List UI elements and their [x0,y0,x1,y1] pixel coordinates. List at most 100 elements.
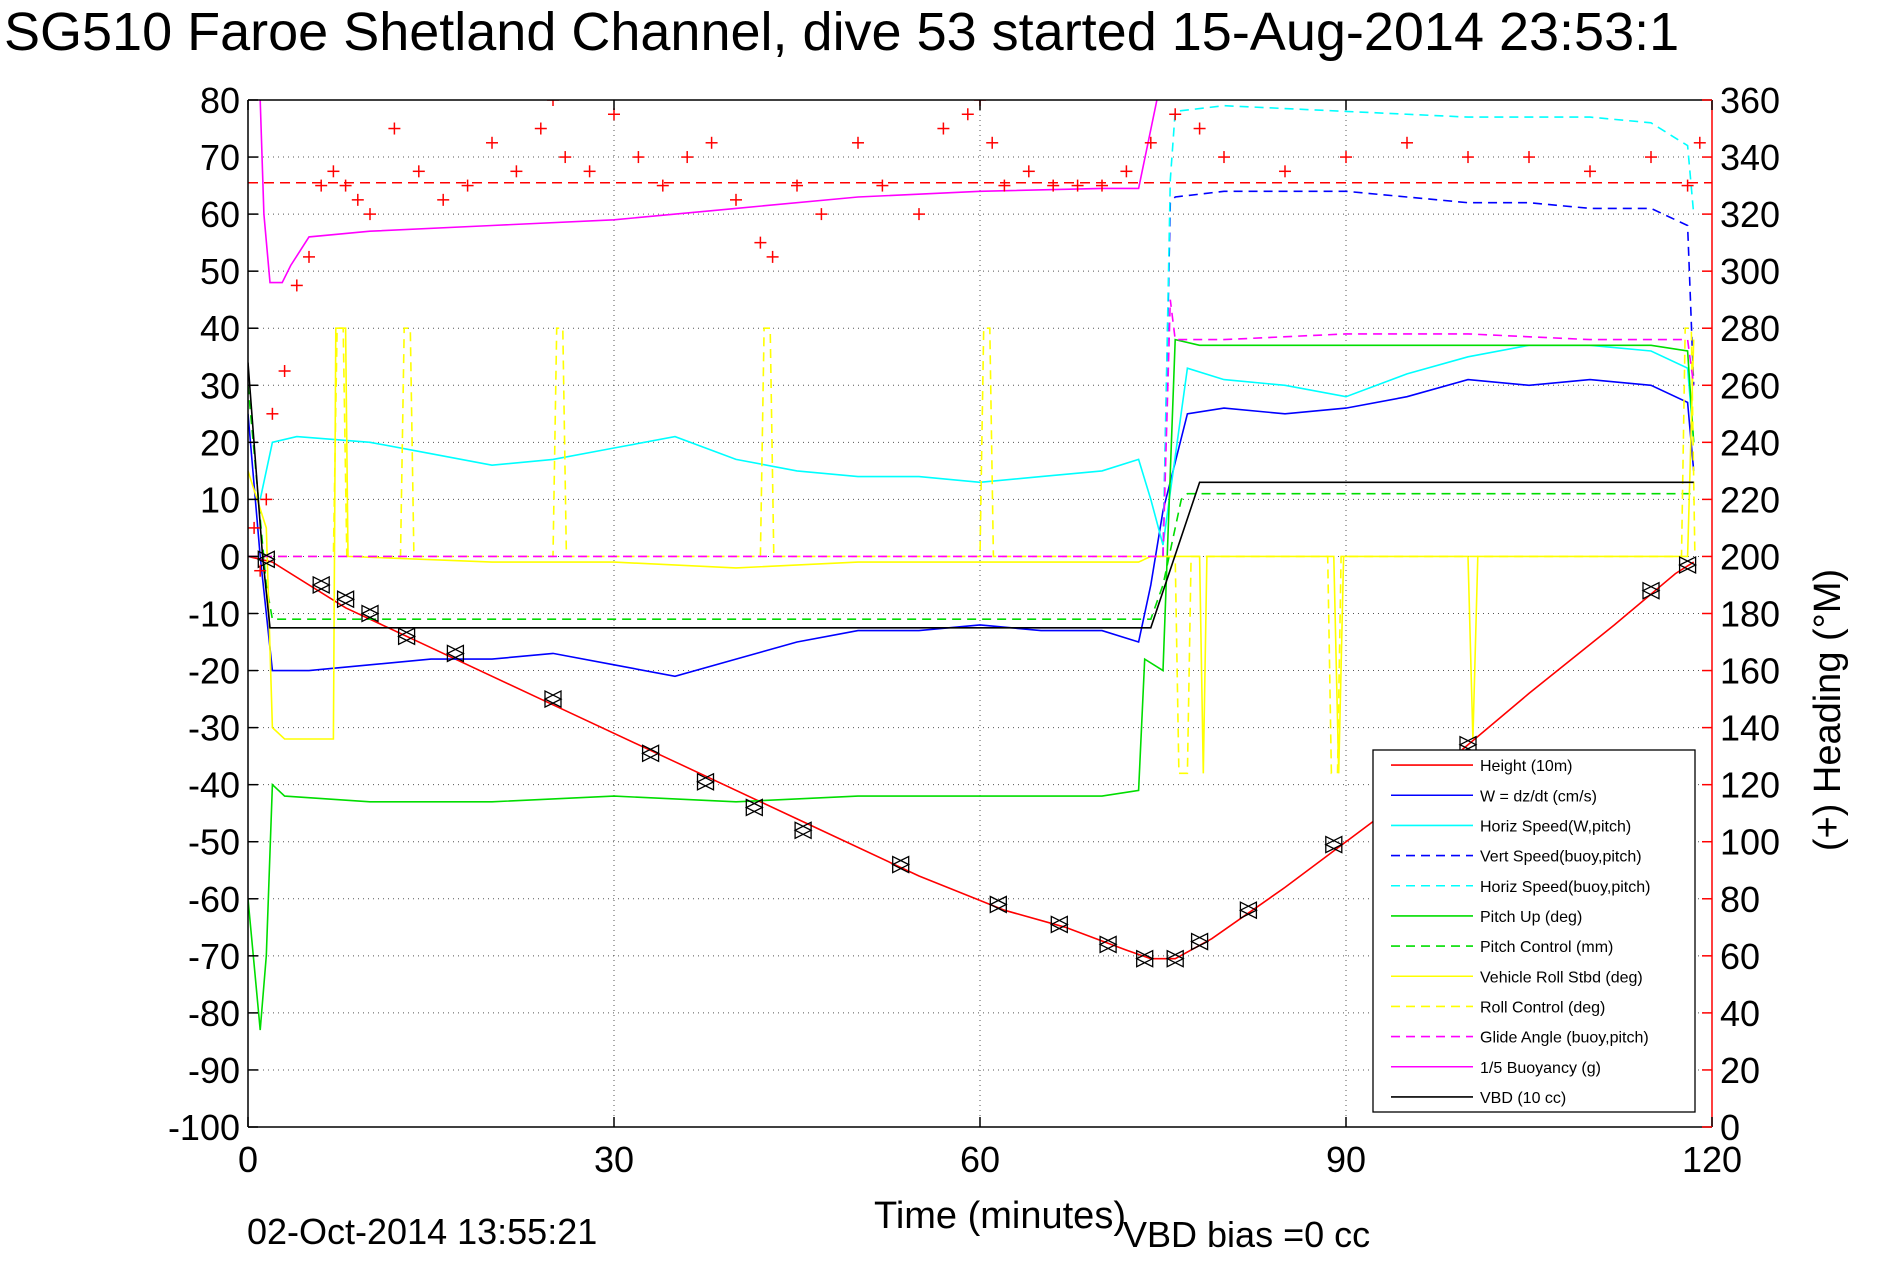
heading-marker [461,179,474,192]
height-marker [1135,949,1154,968]
y2-tick-label: 40 [1720,993,1760,1034]
height-marker [311,575,330,595]
heading-marker [1218,151,1230,164]
y2-tick-label: 180 [1720,594,1780,635]
heading-marker [303,250,315,263]
legend-label: Glide Angle (buoy,pitch) [1480,1030,1649,1047]
y2-tick-label: 240 [1720,422,1780,463]
y2-tick-label: 280 [1720,308,1780,349]
legend-label: Vehicle Roll Stbd (deg) [1480,969,1643,986]
axes: 0 30 60 90 12080706050403020100-10-20-30-40-… [168,80,1780,1180]
heading-marker [266,407,279,420]
heading-marker [1584,165,1596,178]
legend-label: Roll Control (deg) [1480,999,1605,1016]
y-tick-label: -60 [188,879,240,920]
legend-label: 1/5 Buoyancy (g) [1480,1060,1601,1077]
y2-tick-label: 20 [1720,1050,1760,1091]
heading-marker [1022,165,1035,178]
x-tick-label: 0 [238,1139,258,1180]
y-tick-label: 0 [220,536,240,577]
y-tick-label: 40 [200,308,240,349]
y2-tick-label: 160 [1720,651,1780,692]
legend-label: Height (10m) [1480,758,1572,775]
height-marker [1324,835,1343,854]
heading-marker [364,208,376,221]
y2-tick-label: 60 [1720,936,1760,977]
heading-marker [705,136,718,149]
height-marker [744,798,763,817]
heading-marker [1340,151,1352,164]
height-marker [696,772,715,791]
y-tick-label: -10 [188,594,240,635]
y2-tick-label: 220 [1720,479,1780,520]
heading-marker [1462,151,1474,164]
series-line-4 [1162,104,1695,557]
heading-marker [1681,179,1694,192]
y-tick-label: -100 [168,1107,240,1148]
legend-label: Horiz Speed(W,pitch) [1480,818,1631,835]
height-marker [543,690,562,709]
heading-marker [1071,179,1084,192]
heading-marker [278,365,291,378]
heading-marker [937,122,950,135]
heading-marker [547,100,559,106]
heading-marker [315,179,328,192]
heading-marker [1401,136,1413,149]
height-marker [891,855,910,874]
heading-marker [254,564,267,577]
y-tick-label: 30 [200,365,240,406]
y-tick-label: -80 [188,993,240,1034]
heading-marker [754,236,767,249]
y-tick-label: -20 [188,651,240,692]
legend-label: W = dz/dt (cm/s) [1480,788,1597,805]
heading-marker [766,250,779,263]
heading-marker [656,179,669,192]
y2-tick-label: 260 [1720,365,1780,406]
y-tick-label: 60 [200,194,240,235]
heading-marker [730,193,742,206]
height-marker [1458,735,1477,754]
heading-marker [1096,179,1108,192]
y2-tick-label: 360 [1720,80,1780,121]
heading-marker [815,208,828,221]
y-tick-label: -40 [188,765,240,806]
heading-marker [1047,179,1060,192]
y-tick-label: 10 [200,479,240,520]
vbd-bias-label: VBD bias =0 cc [1123,1214,1370,1255]
heading-marker [998,179,1011,192]
heading-marker [290,279,303,292]
legend: Height (10m) W = dz/dt (cm/s) Horiz Speed(… [1372,749,1696,1113]
y-tick-label: 80 [200,80,240,121]
x-axis-label: Time (minutes) [874,1195,1126,1237]
height-marker [256,550,275,569]
height-marker [793,821,812,840]
heading-marker [1645,151,1657,164]
height-marker [445,644,465,663]
y2-tick-label: 100 [1720,822,1780,863]
height-marker [312,575,331,595]
series-line-0 [248,555,1695,960]
height-marker [1190,932,1209,951]
legend-label: Vert Speed(buoy,pitch) [1480,849,1642,866]
legend-label: Pitch Up (deg) [1480,909,1582,926]
y2-tick-label: 80 [1720,879,1760,920]
series-line-1 [248,378,1695,678]
heading-marker [327,165,340,178]
heading-marker [1279,165,1291,178]
y2-tick-label: 120 [1720,765,1780,806]
y-tick-label: 50 [200,251,240,292]
height-marker [1098,935,1117,954]
heading-marker [248,521,261,534]
y2-tick-label: 140 [1720,708,1780,749]
heading-marker [1523,151,1535,164]
series-line-6 [248,385,1694,621]
heading-marker [339,179,352,192]
heading-marker [1120,165,1133,178]
x-tick-label: 90 [1326,1139,1366,1180]
y-tick-label: -90 [188,1050,240,1091]
height-marker [988,895,1007,914]
legend-label: VBD (10 cc) [1480,1090,1566,1107]
series-line-11 [248,362,1694,629]
heading-marker [608,108,620,121]
